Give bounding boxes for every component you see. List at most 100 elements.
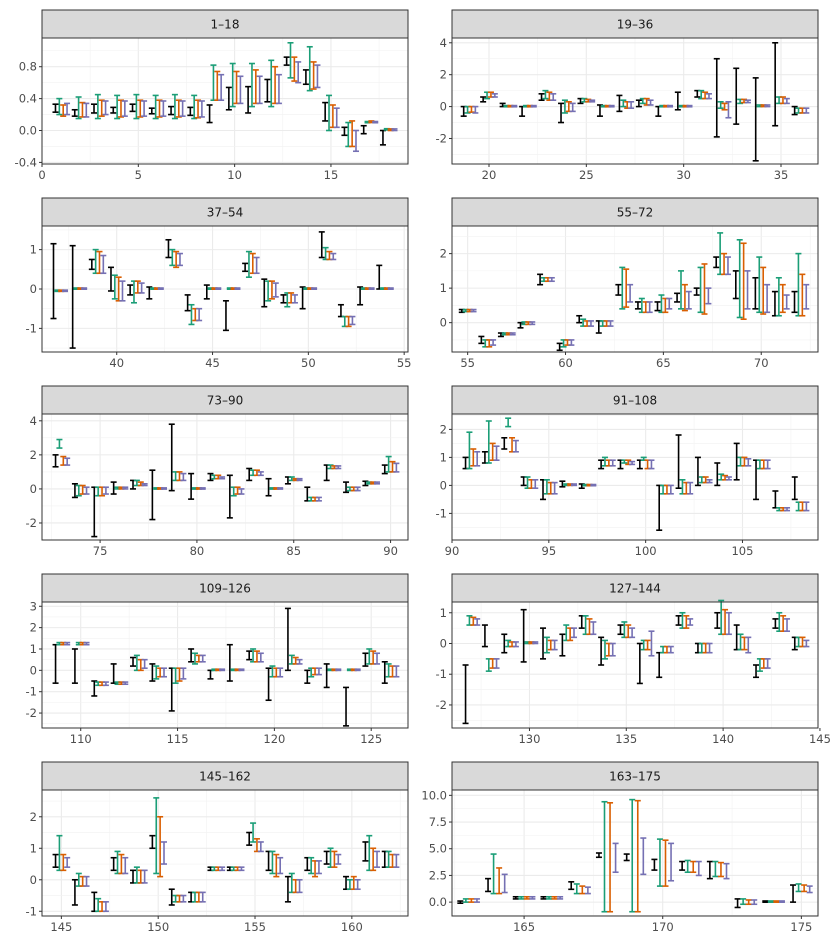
errorbar-group-114 — [149, 663, 167, 682]
errorbar-series-4 — [584, 886, 591, 895]
errorbar-series-4 — [571, 627, 577, 639]
errorbar-series-4 — [744, 270, 751, 310]
errorbar-group-139 — [694, 642, 713, 654]
errorbar-series-1 — [302, 69, 309, 86]
errorbar-series-2 — [601, 639, 608, 660]
errorbar-series-2 — [543, 636, 550, 654]
errorbar-series-1 — [576, 314, 583, 324]
errorbar-series-4 — [568, 339, 575, 346]
y-tick-label: 1 — [30, 642, 37, 656]
errorbar-series-4 — [608, 104, 615, 108]
errorbar-series-4 — [589, 99, 596, 103]
errorbar-group-68 — [713, 232, 731, 276]
errorbar-group-162 — [381, 850, 400, 868]
errorbar-series-4 — [512, 641, 519, 648]
errorbar-group-78 — [149, 469, 167, 521]
errorbar-series-4 — [161, 667, 167, 678]
errorbar-series-4 — [330, 252, 337, 261]
panel-background — [41, 601, 409, 729]
panel-border — [451, 37, 819, 165]
errorbar-series-1 — [790, 884, 797, 903]
y-tick-label: 2.5 — [429, 868, 447, 882]
errorbar-series-4 — [296, 477, 303, 482]
y-tick-label: 2 — [440, 422, 447, 436]
errorbar-series-3 — [273, 853, 280, 878]
errorbar-group-133 — [578, 615, 597, 636]
errorbar-series-1 — [110, 856, 117, 872]
errorbar-group-97 — [578, 483, 597, 490]
errorbar-group-4 — [110, 94, 128, 120]
y-tick-label: -1 — [26, 321, 37, 335]
errorbar-series-4 — [725, 100, 732, 119]
errorbar-series-3 — [60, 104, 67, 117]
errorbar-group-121 — [284, 607, 303, 672]
errorbar-series-1 — [675, 434, 682, 490]
errorbar-group-64 — [634, 297, 653, 314]
errorbar-series-1 — [674, 292, 681, 303]
errorbar-group-67 — [693, 263, 712, 315]
errorbar-series-4 — [219, 476, 226, 480]
panel-border — [451, 601, 819, 729]
errorbar-series-4 — [315, 496, 322, 502]
facet-title: 73–90 — [207, 394, 244, 408]
errorbar-group-168 — [595, 800, 619, 913]
errorbar-group-170 — [651, 838, 675, 887]
errorbar-series-1 — [538, 93, 545, 102]
errorbar-series-1 — [264, 78, 271, 103]
errorbar-group-160 — [343, 875, 361, 891]
errorbar-series-1 — [791, 290, 798, 314]
errorbar-series-4 — [470, 308, 477, 313]
errorbar-series-4 — [176, 252, 183, 267]
errorbar-series-4 — [612, 842, 619, 874]
errorbar-group-91 — [462, 431, 481, 470]
errorbar-series-4 — [102, 486, 109, 495]
errorbar-group-16 — [341, 120, 359, 153]
x-tick-label: 15 — [324, 168, 339, 182]
errorbar-series-1 — [71, 483, 78, 499]
errorbar-series-4 — [778, 900, 785, 903]
errorbar-series-4 — [609, 642, 616, 657]
errorbar-series-1 — [88, 258, 95, 271]
x-tick-label: 115 — [167, 732, 189, 746]
facet-panel-6: 91–108 90 95 100 105 -1 0 1 2 — [436, 385, 819, 558]
errorbar-series-1 — [457, 900, 464, 904]
errorbar-group-147 — [91, 891, 109, 913]
errorbar-group-158 — [304, 856, 322, 878]
errorbar-series-4 — [374, 652, 381, 665]
errorbar-group-6 — [148, 94, 167, 120]
errorbar-series-1 — [674, 91, 681, 111]
errorbar-series-1 — [651, 858, 658, 871]
facet-strip — [451, 385, 819, 415]
errorbar-series-1 — [595, 852, 602, 859]
x-tick-label: 60 — [558, 356, 573, 370]
panel-axes: 110 115 120 125 -2 -1 0 1 2 3 — [26, 599, 383, 746]
y-tick-label: 5.0 — [429, 842, 447, 856]
errorbar-series-1 — [713, 256, 720, 269]
errorbar-group-31 — [694, 89, 712, 100]
y-tick-label: 2 — [30, 448, 37, 462]
errorbar-group-134 — [598, 636, 616, 666]
errorbar-series-2 — [712, 860, 719, 878]
errorbar-group-92 — [481, 420, 500, 464]
facet-panel-10: 163–175 165 170 175 0.0 2.5 5.0 7.5 10.0 — [421, 761, 819, 934]
x-tick-label: 10 — [227, 168, 242, 182]
errorbar-series-1 — [791, 476, 798, 501]
errorbar-series-4 — [122, 681, 129, 686]
errorbar-series-1 — [485, 877, 492, 893]
errorbar-series-1 — [149, 469, 156, 521]
errorbar-series-1 — [323, 850, 330, 865]
errorbar-series-4 — [490, 339, 497, 346]
errorbar-series-2 — [462, 898, 469, 903]
errorbar-series-4 — [532, 478, 539, 490]
errorbar-series-2 — [684, 859, 691, 874]
errorbar-series-2 — [169, 248, 176, 267]
y-tick-label: 1 — [440, 606, 447, 620]
facet-title: 37–54 — [207, 206, 244, 220]
errorbar-group-82 — [226, 474, 245, 519]
errorbar-group-11 — [245, 62, 263, 114]
errorbar-series-4 — [272, 282, 279, 298]
errorbar-group-42 — [146, 286, 164, 300]
errorbar-series-4 — [387, 287, 394, 291]
y-tick-label: -0.4 — [15, 155, 37, 169]
errorbar-series-3 — [551, 895, 558, 900]
